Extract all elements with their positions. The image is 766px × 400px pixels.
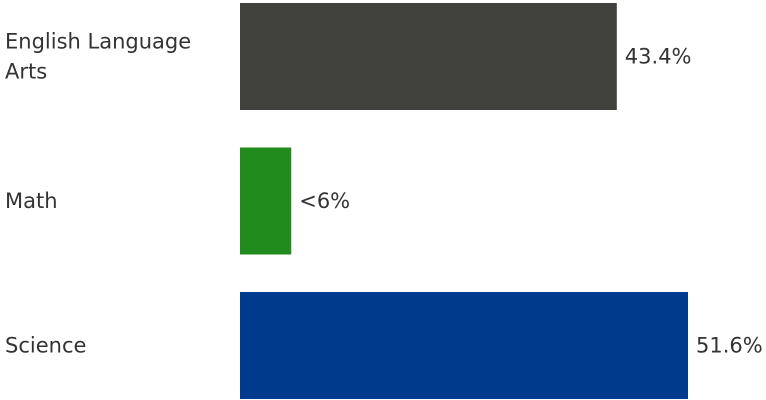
category-label-0: English Language Arts xyxy=(5,30,191,84)
category-label-line: Science xyxy=(5,334,86,358)
value-labels: 43.4% <6% 51.6% xyxy=(299,45,762,358)
category-label-line: English Language xyxy=(5,30,191,54)
category-label-line: Arts xyxy=(5,60,47,84)
bar-2 xyxy=(240,292,688,399)
bars-group xyxy=(240,3,688,399)
category-label-2: Science xyxy=(5,334,86,358)
bar-1 xyxy=(240,147,292,255)
category-labels: English Language Arts Math Science xyxy=(5,30,191,358)
value-label-1: <6% xyxy=(299,189,350,213)
category-label-line: Math xyxy=(5,189,58,213)
category-label-1: Math xyxy=(5,189,58,213)
value-label-2: 51.6% xyxy=(696,334,763,358)
value-label-0: 43.4% xyxy=(625,45,692,69)
bar-0 xyxy=(240,3,617,110)
